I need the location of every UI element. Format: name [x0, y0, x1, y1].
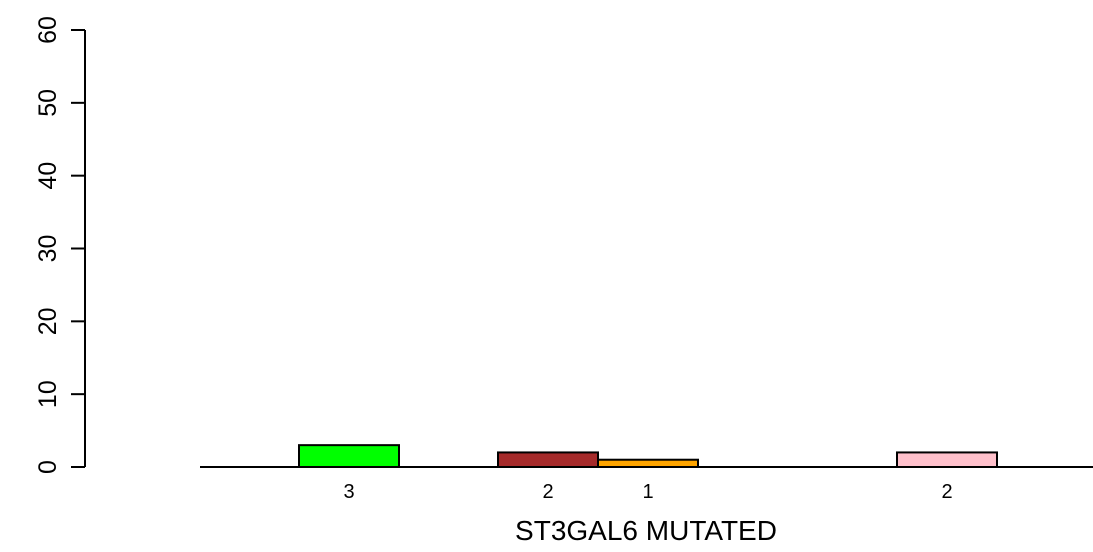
bar-count-label: 3 [343, 481, 354, 503]
y-tick-label: 50 [34, 89, 62, 117]
y-tick-label: 60 [34, 16, 62, 44]
y-tick-label: 0 [34, 460, 62, 474]
bar [497, 451, 599, 468]
y-tick-label: 20 [34, 307, 62, 335]
bar-count-label: 2 [941, 481, 952, 503]
y-axis: 0 10 20 30 40 50 60 [34, 16, 86, 474]
bar [298, 444, 400, 468]
y-tick-label: 40 [34, 162, 62, 190]
y-tick-label: 30 [34, 235, 62, 263]
bar-count-label: 1 [642, 481, 653, 503]
bar-count-label: 2 [542, 481, 553, 503]
bar [896, 451, 998, 468]
bars-group [298, 444, 998, 469]
x-axis-title: ST3GAL6 MUTATED [515, 515, 777, 546]
bar-labels-group: 3 2 1 2 [343, 481, 952, 503]
y-tick-label: 10 [34, 380, 62, 408]
bar [597, 458, 699, 469]
